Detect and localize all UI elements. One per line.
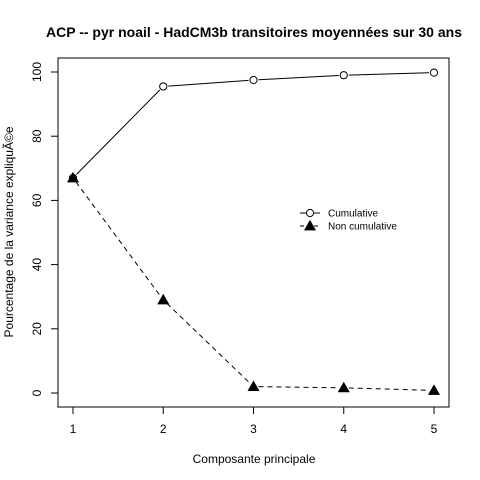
data-point (159, 82, 168, 91)
x-tick-label: 1 (70, 422, 77, 436)
y-tick-label: 60 (30, 193, 44, 207)
series-line-segment (75, 181, 161, 297)
chart-title: ACP -- pyr noail - HadCM3b transitoires … (46, 24, 462, 40)
series-line-segment (258, 386, 339, 389)
legend-entry: Non cumulative (328, 222, 397, 233)
x-tick-label: 5 (431, 422, 438, 436)
x-tick-label: 2 (160, 422, 167, 436)
data-point (157, 293, 170, 305)
legend-marker (303, 219, 317, 231)
y-axis: 0 20 40 60 80 100 (30, 62, 58, 396)
y-tick-label: 80 (30, 129, 44, 143)
y-tick-label: 20 (30, 322, 44, 336)
series-line-segment (76, 89, 161, 175)
y-tick-label: 100 (30, 62, 44, 82)
series-non-cumulative (66, 171, 441, 395)
legend: Cumulative Non cumulative (300, 209, 397, 233)
data-point (247, 380, 260, 392)
data-point (66, 171, 80, 183)
x-tick-label: 4 (340, 422, 347, 436)
x-tick-label: 3 (250, 422, 257, 436)
data-point (339, 71, 348, 80)
data-point (337, 381, 350, 393)
x-axis-label: Composante principale (193, 452, 316, 466)
plot-frame (57, 57, 450, 408)
data-point (249, 75, 258, 85)
y-tick-label: 40 (30, 258, 44, 272)
data-point (427, 384, 441, 395)
series-line-segment (348, 387, 430, 391)
x-axis: 1 2 3 4 5 (70, 407, 438, 436)
series-layer (66, 68, 441, 395)
series-cumulative (68, 68, 439, 183)
series-line-segment (168, 79, 249, 87)
data-point (429, 68, 439, 77)
y-tick-label: 0 (30, 389, 44, 396)
legend-marker (305, 208, 315, 218)
series-line-segment (166, 303, 251, 384)
series-line-segment (258, 74, 339, 81)
series-line-segment (348, 72, 430, 76)
y-axis-label: Pourcentage de la variance expliquÃ©e (2, 126, 16, 337)
legend-entry: Cumulative (328, 209, 378, 220)
